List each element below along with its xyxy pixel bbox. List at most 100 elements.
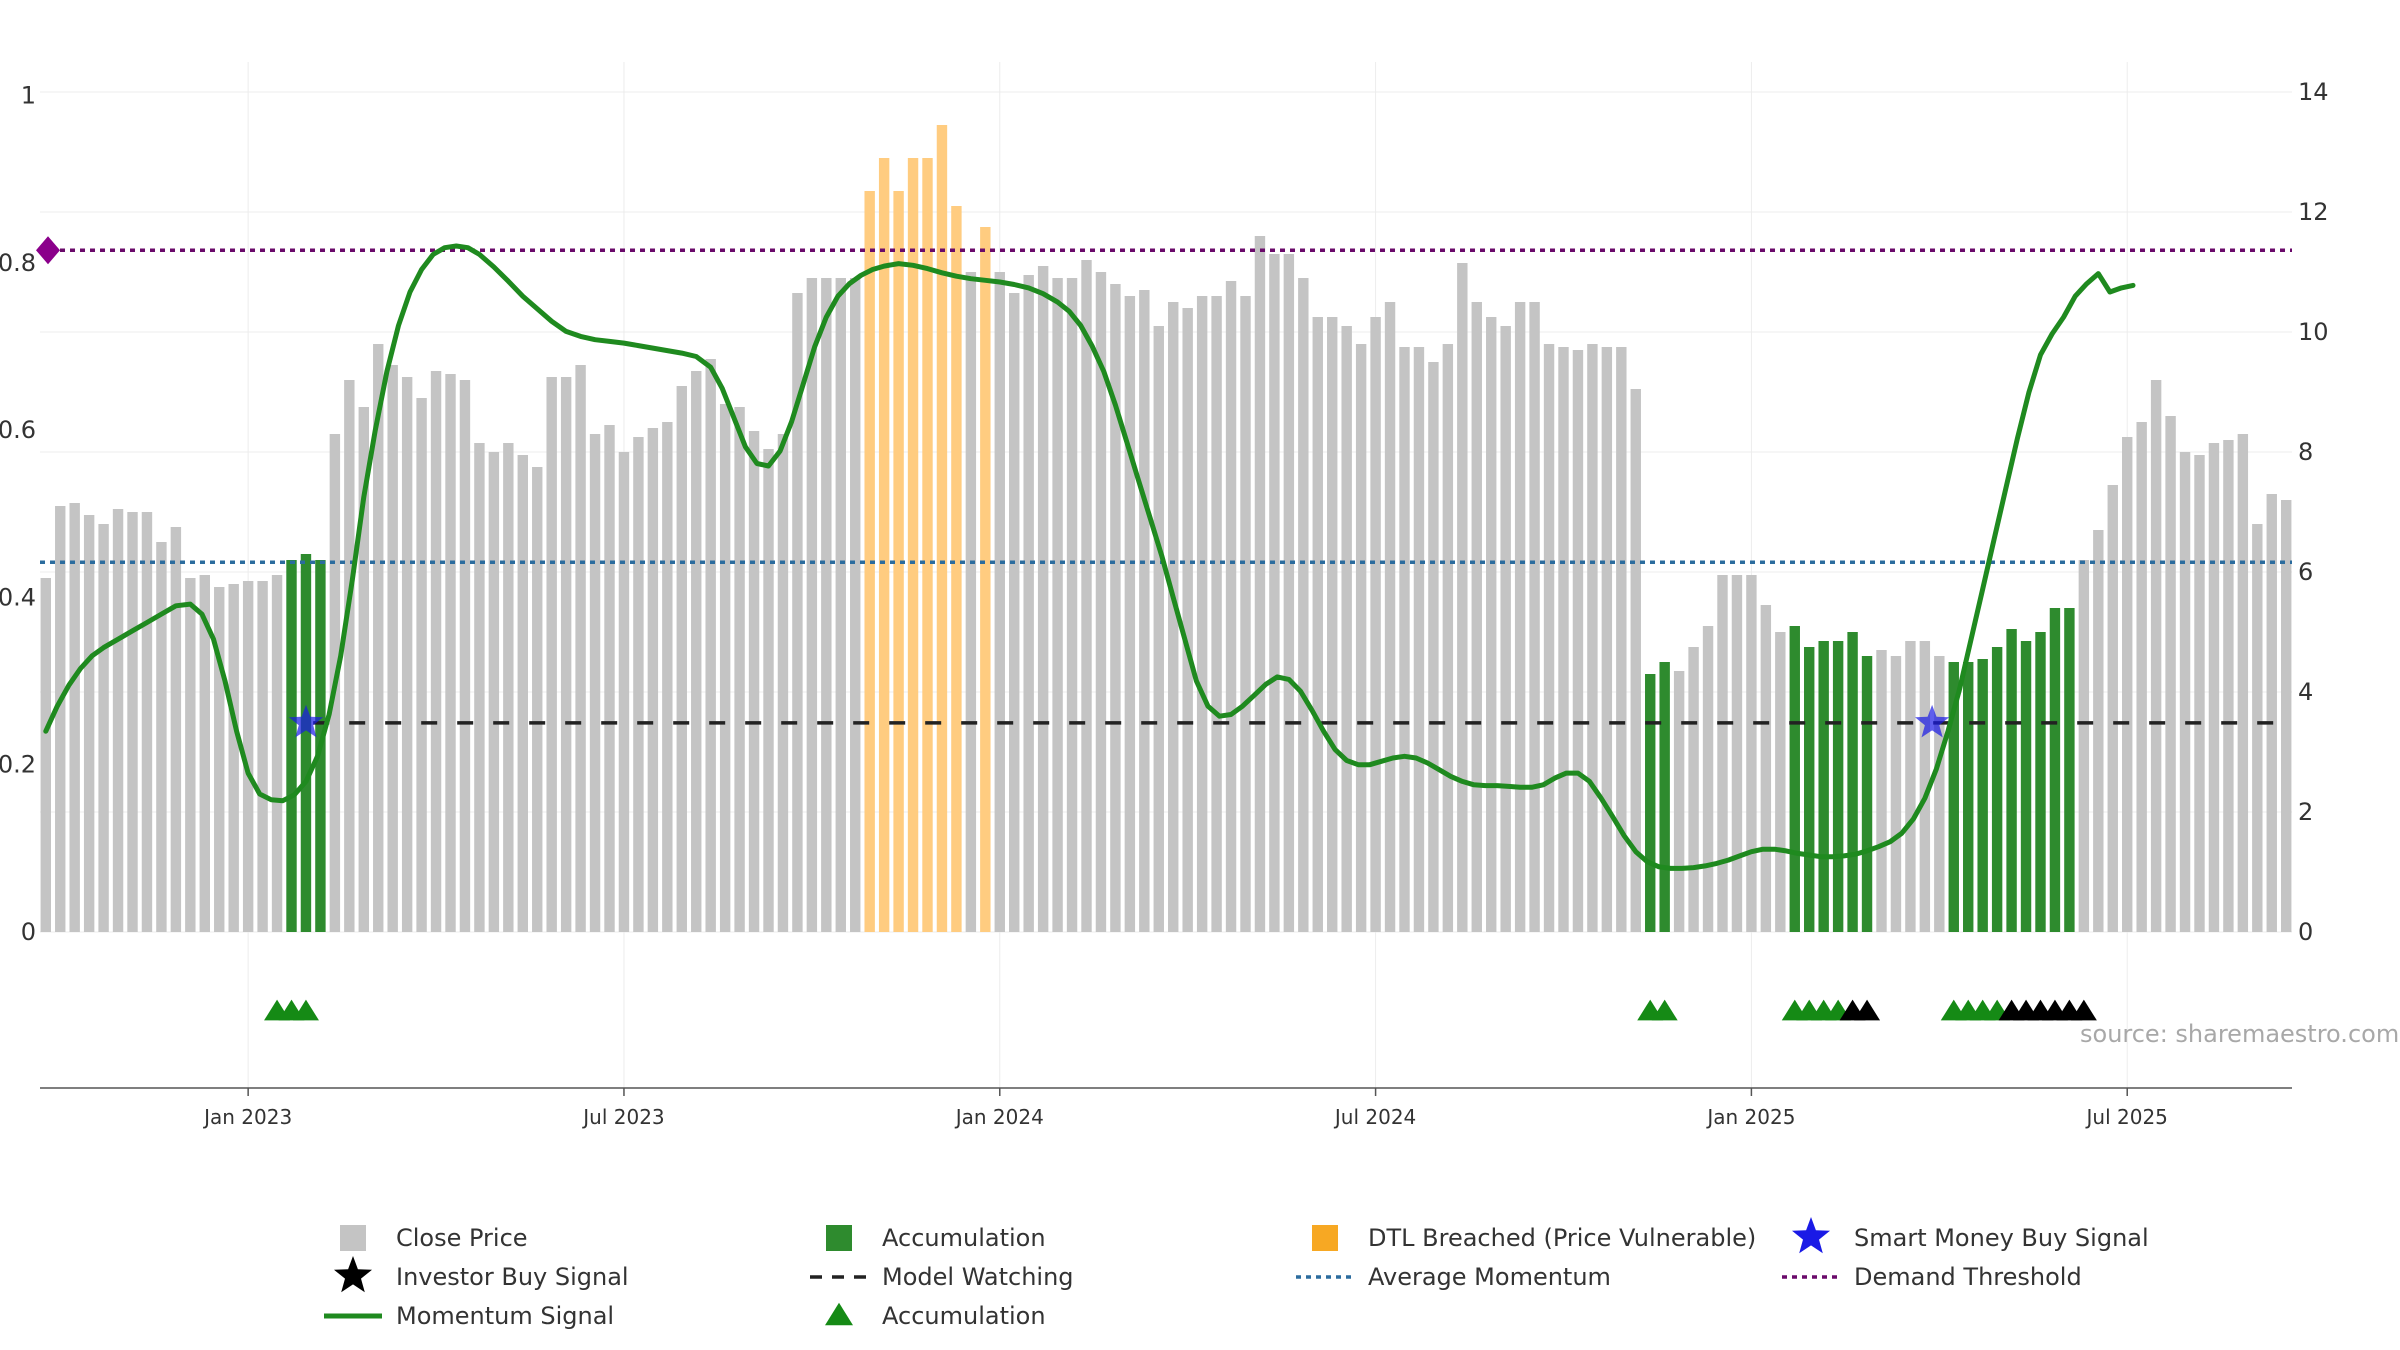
close-price-bar <box>271 575 283 932</box>
close-price-bar <box>1168 302 1179 932</box>
price-bars <box>40 125 2292 932</box>
close-price-bar <box>1341 326 1352 932</box>
close-price-bar <box>821 278 832 932</box>
close-price-bar <box>1616 347 1627 932</box>
close-price-bar <box>1572 350 1584 932</box>
dtl-bar <box>907 158 919 932</box>
smart-money-star <box>288 704 324 738</box>
close-price-bar <box>763 449 774 932</box>
close-price-bar <box>1919 641 1931 932</box>
left-tick-label: 0.8 <box>0 249 36 277</box>
close-price-bar <box>618 452 630 932</box>
close-price-bar <box>965 272 977 932</box>
legend-smart-money-star <box>1792 1217 1830 1254</box>
close-price-bar <box>792 293 803 932</box>
close-price-bar <box>1023 275 1034 932</box>
close-price-bar <box>1211 296 1222 932</box>
accumulation-marker <box>292 999 319 1021</box>
dtl-bar <box>864 191 875 932</box>
close-price-bar <box>40 578 51 932</box>
legend-label: Momentum Signal <box>396 1302 614 1330</box>
x-tick-label: Jul 2023 <box>581 1105 664 1129</box>
accumulation-bar <box>1659 662 1670 932</box>
legend-label: Accumulation <box>882 1302 1046 1330</box>
close-price-bar <box>242 581 254 932</box>
legend-label: Demand Threshold <box>1854 1263 2082 1291</box>
accumulation-bar <box>1832 641 1844 932</box>
close-price-bar <box>2093 530 2104 932</box>
close-price-bar <box>1717 575 1728 932</box>
close-price-bar <box>2078 560 2090 932</box>
legend-accumulation-swatch <box>826 1225 852 1251</box>
accumulation-bar <box>2049 608 2061 932</box>
close-price-bar <box>2266 494 2277 932</box>
accumulation-bar <box>2064 608 2075 932</box>
close-price-bar <box>647 428 659 932</box>
close-price-bar <box>2122 437 2133 932</box>
momentum-line <box>43 243 2136 871</box>
close-price-bar <box>835 278 846 932</box>
close-price-bar <box>1283 254 1295 932</box>
dtl-bar <box>951 206 962 932</box>
close-price-bar <box>1457 263 1468 932</box>
accumulation-bar <box>2035 632 2046 932</box>
close-price-bar <box>474 443 485 932</box>
close-price-bar <box>358 407 369 932</box>
close-price-bar <box>662 422 673 932</box>
right-tick-label: 4 <box>2298 678 2313 706</box>
close-price-bar <box>228 584 239 932</box>
close-price-bar <box>1486 317 1497 932</box>
accumulation-bar <box>2020 641 2032 932</box>
close-price-bar <box>1254 236 1266 932</box>
close-price-bar <box>214 587 225 932</box>
close-price-bar <box>1413 347 1425 932</box>
close-price-bar <box>2281 500 2292 932</box>
left-tick-label: 0.4 <box>0 583 36 611</box>
close-price-bar <box>401 377 413 932</box>
right-tick-label: 14 <box>2298 78 2329 106</box>
source-label: source: sharemaestro.com <box>2080 1020 2399 1048</box>
close-price-bar <box>1775 632 1786 932</box>
close-price-bar <box>719 404 731 932</box>
close-price-bar <box>1052 278 1063 932</box>
close-price-bar <box>1384 302 1396 932</box>
close-price-bar <box>1514 302 1526 932</box>
close-price-bar <box>1876 650 1887 932</box>
close-price-bar <box>633 437 644 932</box>
close-price-bar <box>1543 344 1555 932</box>
right-tick-label: 6 <box>2298 558 2313 586</box>
right-tick-label: 12 <box>2298 198 2329 226</box>
accumulation-bar <box>2006 629 2017 932</box>
close-price-bar <box>2237 434 2249 932</box>
x-tick-label: Jul 2024 <box>1333 1105 1416 1129</box>
smart-money-star <box>1915 704 1950 738</box>
close-price-bar <box>734 407 745 932</box>
close-price-bar <box>1196 296 1208 932</box>
close-price-bar <box>777 434 789 932</box>
close-price-bar <box>1240 296 1251 932</box>
accumulation-bar <box>286 560 297 932</box>
accumulation-bar <box>1645 674 1656 932</box>
close-price-bar <box>546 377 557 932</box>
x-tick-label: Jan 2025 <box>1705 1105 1795 1129</box>
legend-investor-star <box>334 1256 372 1293</box>
right-tick-label: 0 <box>2298 918 2313 946</box>
close-price-bar <box>1355 344 1367 932</box>
close-price-bar <box>445 374 456 932</box>
investor-marker <box>2070 999 2097 1021</box>
dtl-bar <box>893 191 904 932</box>
close-price-bar <box>1225 281 1237 932</box>
dtl-bar <box>922 158 933 932</box>
close-price-bar <box>430 371 442 932</box>
accumulation-bar <box>300 554 312 932</box>
demand-threshold-diamond <box>36 236 60 265</box>
close-price-bar <box>1587 344 1598 932</box>
close-price-bar <box>1442 344 1454 932</box>
close-price-bar <box>1327 317 1338 932</box>
close-price-bar <box>2136 422 2147 932</box>
close-price-bar <box>676 386 687 932</box>
close-price-bar <box>127 512 138 932</box>
accumulation-bar <box>1804 647 1815 932</box>
close-price-bar <box>1760 605 1772 932</box>
close-price-bar <box>1269 254 1280 932</box>
